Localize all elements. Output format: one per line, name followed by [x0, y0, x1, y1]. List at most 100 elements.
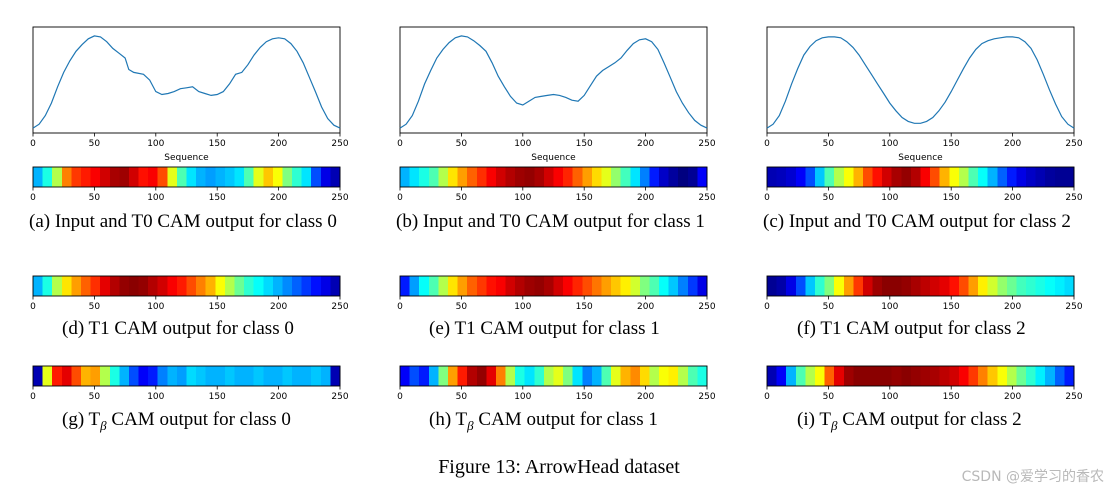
cam-bar-r1-c1-cell-5: [447, 276, 459, 296]
cam-bar-r0-c2-cell-20: [958, 167, 970, 187]
input-plot-2-tick-label-1: 50: [823, 139, 835, 149]
cam-bar-r1-c1-cell-13: [524, 276, 535, 296]
cam-bar-r2-c2-cell-26: [1016, 366, 1027, 386]
cam-bar-r1-c2-cell-30: [1054, 276, 1065, 296]
cam-bar-r2-c0-tick-label-2: 100: [147, 392, 164, 402]
caption-i-prefix: (i) T: [797, 409, 831, 430]
cam-bar-r0-c0-cell-28: [301, 167, 312, 187]
cam-bar-r2-c1-frame: [399, 365, 708, 387]
cam-bar-r2-c1-cell-14: [534, 366, 545, 386]
cam-bar-r2-c0-cell-6: [90, 366, 101, 386]
cam-bar-r2-c2-cell-4: [805, 366, 816, 386]
cam-bar-r1-c0-cell-25: [272, 276, 284, 296]
cam-bar-r1-c0-cell-27: [292, 276, 303, 296]
input-plot-2-tick-label-5: 250: [1065, 139, 1082, 149]
cam-bar-r1-c0-cell-18: [205, 276, 216, 296]
cam-bar-r2-c2-frame: [766, 365, 1075, 387]
cam-bar-r2-c1-cell-30: [687, 366, 698, 386]
cam-bar-r0-c1-cell-19: [582, 167, 593, 187]
input-plot-1-tick-label-3: 150: [576, 139, 593, 149]
cam-bar-r0-c1-cell-23: [620, 167, 631, 187]
cam-bar-r1-c1-cell-24: [630, 276, 641, 296]
cam-bar-r0-c0-cell-10: [128, 167, 140, 187]
cam-bar-r0-c2-cell-14: [901, 167, 912, 187]
cam-bar-r1-c1-cell-28: [668, 276, 679, 296]
cam-bar-r1-c0-tick-label-5: 250: [331, 302, 348, 312]
cam-bar-r1-c1-tick-label-3: 150: [576, 302, 593, 312]
cam-bar-r1-c1-cell-23: [620, 276, 631, 296]
cam-bar-r1-c2-cell-10: [862, 276, 874, 296]
cam-bar-r0-c1-tick-label-5: 250: [698, 193, 715, 203]
cam-bar-r0-c1-cell-5: [447, 167, 459, 187]
cam-bar-r2-c0-cell-25: [272, 366, 284, 386]
cam-bar-r2-c2-cell-5: [814, 366, 826, 386]
cam-bar-r1-c0-cell-23: [253, 276, 264, 296]
cam-bar-r0-c1-cell-24: [630, 167, 641, 187]
cam-bar-r1-c2-cell-5: [814, 276, 826, 296]
cam-bar-r1-c0-cell-7: [100, 276, 111, 296]
cam-bar-r2-c0-cell-17: [196, 366, 207, 386]
cam-bar-r1-c2-cell-1: [776, 276, 787, 296]
caption-a: (a) Input and T0 CAM output for class 0: [29, 211, 337, 232]
cam-bar-r0-c0-cell-21: [234, 167, 245, 187]
caption-i-suffix: CAM output for class 2: [837, 409, 1022, 430]
cam-bar-r1-c0-cell-20: [224, 276, 236, 296]
cam-bar-r1-c2-cell-23: [987, 276, 998, 296]
cam-bar-r2-c1-cell-25: [639, 366, 651, 386]
cam-bar-r1-c1-cell-30: [687, 276, 698, 296]
cam-bar-r2-c1-cell-18: [572, 366, 583, 386]
cam-bar-r0-c2-cell-4: [805, 167, 816, 187]
cam-bar-r2-c0-cell-10: [128, 366, 140, 386]
cam-bar-r1-c1-cell-10: [495, 276, 507, 296]
cam-bar-r2-c0-cell-27: [292, 366, 303, 386]
cam-bar-r1-c2-tick-label-0: 0: [764, 302, 770, 312]
cam-bar-r2-c2-tick-label-0: 0: [764, 392, 770, 402]
cam-bar-r2-c0-cell-26: [282, 366, 293, 386]
cam-bar-r1-c1-cell-20: [591, 276, 603, 296]
cam-bar-r0-c1-cell-8: [476, 167, 487, 187]
caption-h-prefix: (h) T: [429, 409, 468, 430]
cam-bar-r1-c2-cell-14: [901, 276, 912, 296]
cam-bar-r0-c2-cell-18: [939, 167, 950, 187]
caption-g-prefix: (g) T: [62, 409, 101, 430]
input-plot-0-tick-label-1: 50: [89, 139, 101, 149]
cam-bar-r0-c1-cell-2: [419, 167, 430, 187]
cam-bar-r0-c0-cell-20: [224, 167, 236, 187]
cam-bar-r2-c2-cell-25: [1006, 366, 1018, 386]
cam-bar-r2-c2-tick-label-2: 100: [881, 392, 898, 402]
cam-bar-r1-c2-cell-12: [882, 276, 893, 296]
cam-bar-r1-c0-cell-8: [109, 276, 120, 296]
cam-bar-r2-c1-cell-5: [447, 366, 459, 386]
cam-bar-r1-c2-cell-19: [949, 276, 960, 296]
cam-bar-r2-c2-cell-9: [853, 366, 864, 386]
cam-bar-r0-c1-tick-label-1: 50: [456, 193, 468, 203]
cam-bar-r0-c2-cell-31: [1064, 167, 1075, 187]
cam-bar-r0-c0-cell-4: [71, 167, 82, 187]
cam-bar-r2-c2-cell-0: [767, 366, 778, 386]
cam-bar-r1-c1-tick-label-4: 200: [637, 302, 654, 312]
cam-bar-r0-c0-cell-1: [42, 167, 53, 187]
cam-bar-r1-c2-frame: [766, 275, 1075, 297]
cam-bar-r0-c0-cell-5: [80, 167, 92, 187]
cam-bar-r1-c0-cell-24: [263, 276, 274, 296]
cam-bar-r1-c1-cell-6: [457, 276, 468, 296]
cam-bar-r1-c1-cell-19: [582, 276, 593, 296]
cam-bar-r2-c1-cell-12: [515, 366, 526, 386]
cam-bar-r2-c1-tick-label-3: 150: [576, 392, 593, 402]
cam-bar-r0-c1-cell-3: [428, 167, 439, 187]
cam-bar-r2-c1-cell-13: [524, 366, 535, 386]
cam-bar-r0-c1-tick-label-2: 100: [514, 193, 531, 203]
cam-bar-r1-c1-cell-25: [639, 276, 651, 296]
input-plot-0-xlabel: Sequence: [164, 153, 209, 163]
cam-bar-r2-c1-cell-1: [409, 366, 420, 386]
cam-bar-r0-c2-cell-27: [1026, 167, 1037, 187]
cam-bar-r1-c1-cell-22: [611, 276, 622, 296]
cam-bar-r1-c0-cell-31: [330, 276, 341, 296]
cam-bar-r2-c1-cell-26: [649, 366, 660, 386]
cam-bar-r2-c2-cell-20: [958, 366, 970, 386]
cam-bar-r1-c1-cell-21: [601, 276, 612, 296]
input-plot-2-tick-label-3: 150: [943, 139, 960, 149]
cam-bar-r0-c1-cell-27: [659, 167, 670, 187]
cam-bar-r1-c1-cell-2: [419, 276, 430, 296]
